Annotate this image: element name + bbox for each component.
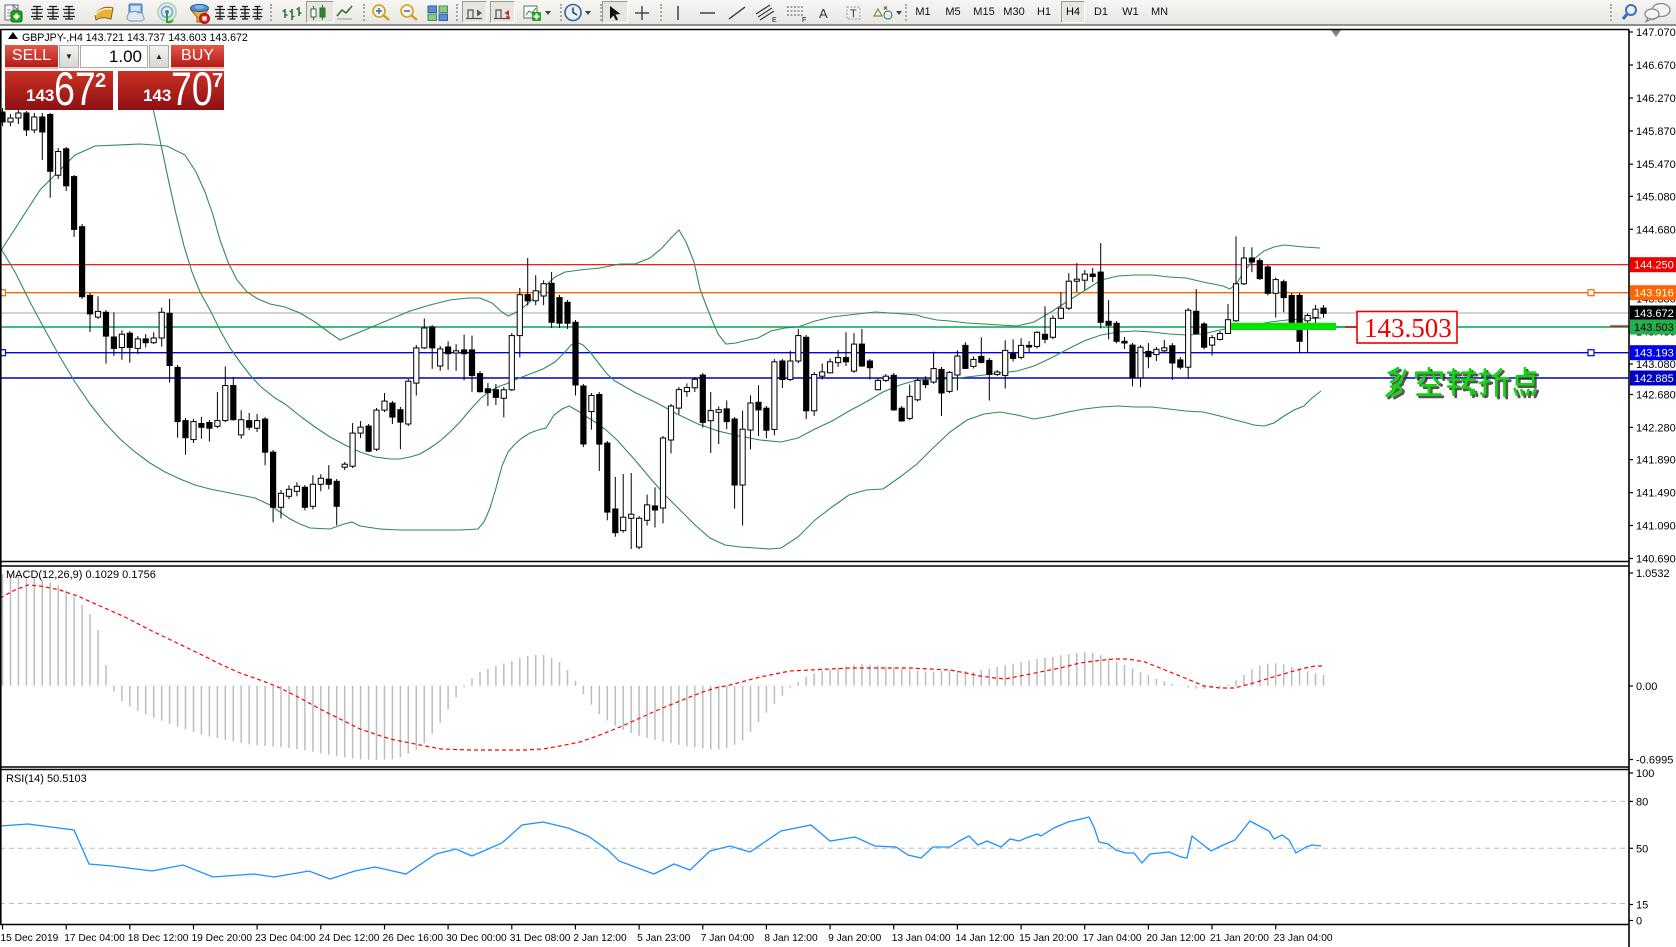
svg-text:142.280: 142.280 xyxy=(1636,422,1676,434)
svg-text:23 Dec 04:00: 23 Dec 04:00 xyxy=(255,933,316,944)
svg-text:141.090: 141.090 xyxy=(1636,521,1676,533)
svg-text:MACD(12,26,9) 0.1029 0.1756: MACD(12,26,9) 0.1029 0.1756 xyxy=(6,569,156,581)
svg-text:19 Dec 20:00: 19 Dec 20:00 xyxy=(192,933,253,944)
svg-text:-0.6995: -0.6995 xyxy=(1636,755,1673,767)
svg-text:30 Dec 00:00: 30 Dec 00:00 xyxy=(446,933,507,944)
svg-text:143.193: 143.193 xyxy=(1634,348,1674,360)
svg-text:RSI(14) 50.5103: RSI(14) 50.5103 xyxy=(6,773,87,785)
svg-text:5 Jan 23:00: 5 Jan 23:00 xyxy=(637,933,691,944)
svg-text:15 Jan 20:00: 15 Jan 20:00 xyxy=(1019,933,1078,944)
svg-text:1.0532: 1.0532 xyxy=(1636,568,1670,580)
svg-text:144.250: 144.250 xyxy=(1634,260,1674,272)
svg-text:8 Jan 12:00: 8 Jan 12:00 xyxy=(764,933,818,944)
svg-text:15: 15 xyxy=(1636,900,1648,912)
svg-text:20 Jan 12:00: 20 Jan 12:00 xyxy=(1146,933,1205,944)
svg-text:141.890: 141.890 xyxy=(1636,455,1676,467)
svg-text:143.916: 143.916 xyxy=(1634,288,1674,300)
svg-text:24 Dec 12:00: 24 Dec 12:00 xyxy=(319,933,380,944)
svg-text:17 Dec 04:00: 17 Dec 04:00 xyxy=(64,933,125,944)
svg-text:141.490: 141.490 xyxy=(1636,488,1676,500)
svg-text:18 Dec 12:00: 18 Dec 12:00 xyxy=(128,933,189,944)
svg-text:T: T xyxy=(850,8,857,20)
svg-text:142.885: 142.885 xyxy=(1634,373,1674,385)
svg-text:140.690: 140.690 xyxy=(1636,554,1676,566)
svg-text:144.680: 144.680 xyxy=(1636,224,1676,236)
svg-text:7 Jan 04:00: 7 Jan 04:00 xyxy=(701,933,755,944)
svg-text:E: E xyxy=(772,17,777,24)
svg-text:147.070: 147.070 xyxy=(1636,27,1676,39)
svg-text:0: 0 xyxy=(1636,916,1642,928)
svg-text:17 Jan 04:00: 17 Jan 04:00 xyxy=(1083,933,1142,944)
svg-text:A: A xyxy=(819,6,828,21)
svg-text:15 Dec 2019: 15 Dec 2019 xyxy=(1,933,59,944)
svg-text:2 Jan 12:00: 2 Jan 12:00 xyxy=(573,933,627,944)
svg-text:GBPJPY-,H4 143.721 143.737 14: GBPJPY-,H4 143.721 143.737 143.603 143.6… xyxy=(22,32,248,44)
svg-text:143.672: 143.672 xyxy=(1634,308,1674,320)
svg-text:0.00: 0.00 xyxy=(1636,681,1657,693)
svg-text:143.080: 143.080 xyxy=(1636,359,1676,371)
svg-text:31 Dec 08:00: 31 Dec 08:00 xyxy=(510,933,571,944)
svg-text:145.080: 145.080 xyxy=(1636,191,1676,203)
svg-text:23 Jan 04:00: 23 Jan 04:00 xyxy=(1274,933,1333,944)
svg-text:14 Jan 12:00: 14 Jan 12:00 xyxy=(955,933,1014,944)
svg-text:F: F xyxy=(802,17,806,24)
svg-text:145.870: 145.870 xyxy=(1636,126,1676,138)
svg-text:143.503: 143.503 xyxy=(1364,313,1452,343)
svg-text:142.680: 142.680 xyxy=(1636,390,1676,402)
svg-text:80: 80 xyxy=(1636,796,1648,808)
svg-text:21 Jan 20:00: 21 Jan 20:00 xyxy=(1210,933,1269,944)
svg-text:145.470: 145.470 xyxy=(1636,159,1676,171)
svg-text:26 Dec 16:00: 26 Dec 16:00 xyxy=(383,933,444,944)
svg-text:146.270: 146.270 xyxy=(1636,93,1676,105)
svg-text:13 Jan 04:00: 13 Jan 04:00 xyxy=(892,933,951,944)
svg-text:100: 100 xyxy=(1636,768,1654,780)
svg-text:143.503: 143.503 xyxy=(1634,322,1674,334)
svg-text:50: 50 xyxy=(1636,843,1648,855)
svg-text:9 Jan 20:00: 9 Jan 20:00 xyxy=(828,933,882,944)
svg-text:146.670: 146.670 xyxy=(1636,60,1676,72)
